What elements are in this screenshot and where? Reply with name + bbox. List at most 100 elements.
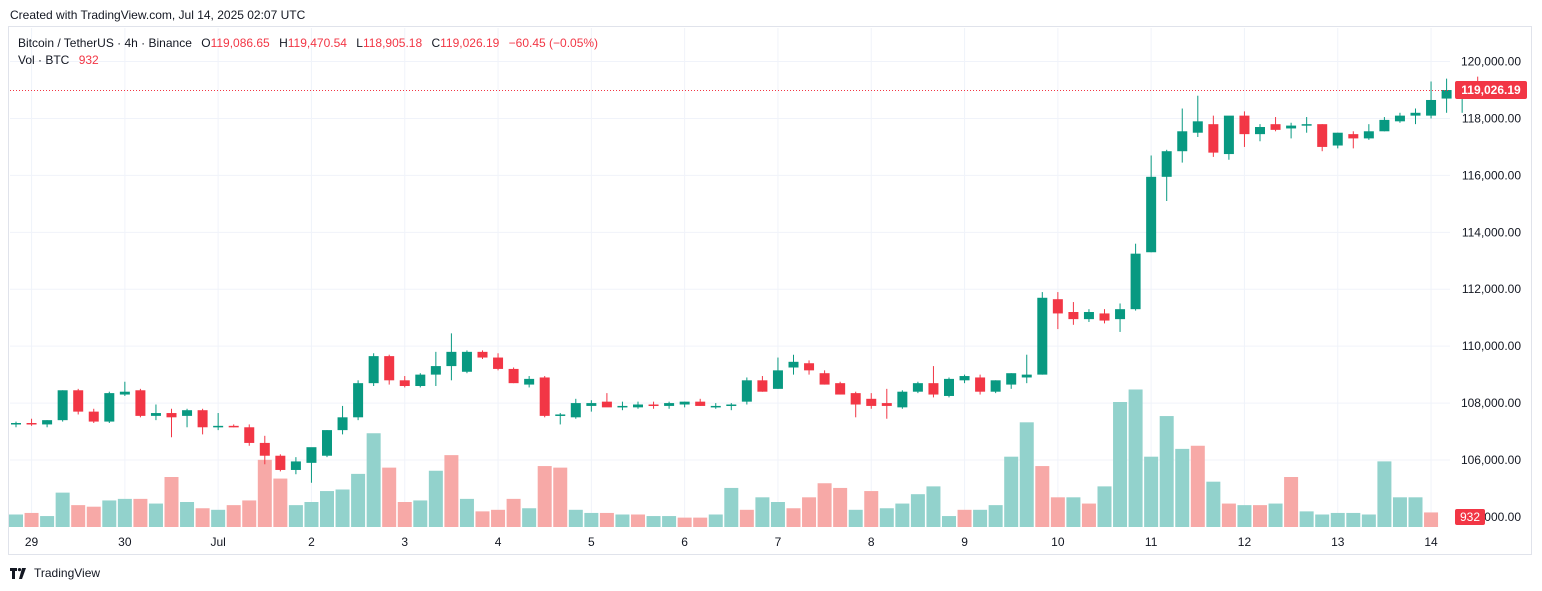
candle-body	[1177, 131, 1188, 152]
y-tick-label: 108,000.00	[1461, 396, 1521, 410]
last-price-tag-text: 119,026.19	[1461, 83, 1521, 97]
volume-bar	[1315, 514, 1330, 527]
x-tick-label: 9	[961, 535, 968, 549]
candle-body	[1394, 115, 1405, 122]
x-tick-label: Jul	[210, 535, 225, 549]
candle	[477, 350, 488, 359]
volume-bar	[1035, 466, 1050, 527]
candle-body	[1255, 127, 1265, 135]
candle-body	[461, 351, 472, 372]
candle	[570, 398, 581, 419]
candle	[213, 413, 224, 431]
volume-tag	[1455, 509, 1485, 525]
candle	[788, 354, 799, 375]
close-value: 119,026.19	[440, 36, 500, 50]
candle	[430, 351, 441, 387]
candle	[695, 398, 706, 406]
candle	[399, 376, 410, 388]
candle-body	[1192, 121, 1203, 133]
volume-bar	[646, 516, 661, 527]
volume-bar	[1097, 486, 1112, 527]
volume-bar	[148, 503, 163, 527]
candle-body	[290, 461, 301, 470]
volume-bar	[9, 514, 23, 527]
x-tick-label: 5	[588, 535, 595, 549]
candle-body	[213, 425, 224, 428]
legend-row-price: Bitcoin / TetherUS · 4h · Binance O119,0…	[18, 35, 598, 52]
candle	[446, 333, 457, 381]
symbol-label[interactable]: Bitcoin / TetherUS · 4h · Binance	[18, 36, 192, 50]
candle	[104, 391, 115, 424]
last-price-tag	[1455, 81, 1527, 99]
volume-bar	[86, 506, 101, 527]
volume-bar	[117, 498, 132, 527]
candle-body	[726, 404, 737, 407]
volume-bar	[24, 512, 39, 527]
volume-bar	[522, 508, 537, 527]
volume-bar	[724, 487, 739, 527]
candle-body	[1441, 90, 1452, 99]
x-tick-label: 10	[1051, 535, 1065, 549]
change-value: −60.45 (−0.05%)	[508, 36, 599, 50]
x-tick-label: 8	[868, 535, 875, 549]
candle	[290, 457, 301, 475]
candle	[757, 376, 768, 392]
volume-bar	[1361, 514, 1376, 527]
candle	[1192, 95, 1203, 137]
tradingview-brand[interactable]: TradingView	[10, 566, 100, 580]
candle	[1115, 303, 1126, 332]
candle	[11, 421, 21, 428]
volume-bar	[615, 514, 630, 527]
candle-body	[228, 425, 239, 428]
volume-bar	[1221, 503, 1236, 527]
candle-body	[1317, 124, 1328, 147]
candle	[1177, 108, 1188, 163]
volume-bar	[568, 509, 583, 527]
candle	[1099, 309, 1110, 324]
volume-bar	[242, 500, 257, 527]
x-tick-label: 2	[308, 535, 315, 549]
candle-body	[259, 442, 270, 456]
candle-body	[337, 417, 348, 431]
volume-bar	[257, 459, 272, 527]
candle	[524, 376, 535, 388]
y-tick-label: 114,000.00	[1462, 225, 1521, 239]
candle	[42, 420, 53, 428]
volume-bar	[335, 489, 350, 527]
volume-bar	[211, 509, 226, 527]
time-axis: 29 30 Jul 2 3 4 5 6 7 8 9 10 11 12 13 14	[25, 535, 1438, 549]
volume-label[interactable]: Vol · BTC	[18, 53, 70, 67]
chart-frame	[8, 26, 1532, 555]
candle	[1161, 149, 1172, 202]
low-label: L	[356, 36, 363, 50]
y-tick-label: 106,000.00	[1461, 453, 1521, 467]
y-tick-label: 000.00	[1484, 510, 1521, 524]
candle	[990, 380, 1001, 394]
y-tick-label: 118,000.00	[1462, 111, 1521, 125]
candle	[353, 380, 364, 421]
candle	[850, 391, 861, 418]
candle	[1146, 155, 1157, 253]
candle-body	[1223, 115, 1234, 155]
volume-bar	[351, 473, 366, 527]
volume-bar	[1346, 512, 1361, 527]
x-tick-label: 29	[25, 535, 39, 549]
candle-body	[1161, 151, 1172, 177]
candle-body	[710, 405, 721, 408]
candle-body	[150, 413, 161, 416]
candle	[73, 388, 84, 415]
y-tick-label: 120,000.00	[1461, 55, 1521, 69]
candle	[26, 418, 37, 426]
candle-body	[695, 401, 706, 406]
candle-body	[57, 390, 68, 421]
volume-bar	[802, 497, 817, 527]
x-tick-label: 6	[681, 535, 688, 549]
candle	[166, 408, 177, 438]
candle	[539, 376, 550, 418]
volume-bar	[1144, 456, 1159, 527]
candle	[648, 401, 659, 409]
volume-tag-text: 932	[1460, 510, 1480, 524]
candle	[617, 401, 628, 411]
candle-body	[182, 410, 193, 416]
